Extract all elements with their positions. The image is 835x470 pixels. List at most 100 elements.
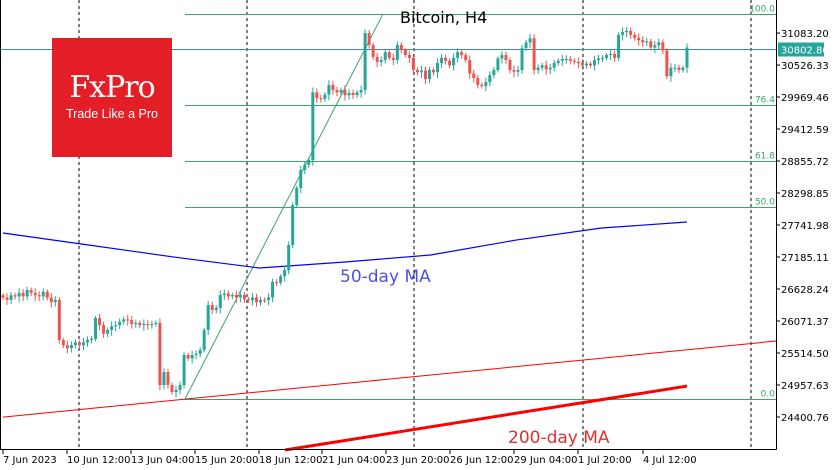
candle-body [596, 58, 600, 61]
candle [419, 65, 423, 78]
candle-body [371, 45, 375, 58]
candle [295, 185, 299, 208]
candle [363, 29, 367, 95]
candle-body [57, 300, 61, 341]
candle-body [226, 293, 230, 297]
candle-body [254, 297, 258, 303]
candle-body [653, 45, 657, 48]
candle [423, 66, 427, 84]
candle [94, 315, 98, 342]
candle-body [508, 60, 512, 71]
candle [238, 291, 242, 303]
candle [291, 202, 295, 249]
candle-body [174, 390, 178, 393]
candle [395, 41, 399, 65]
y-tick-label: 29969.46 [781, 93, 829, 104]
candle-body [170, 384, 174, 393]
candle-body [588, 63, 592, 66]
candle-body [395, 45, 399, 61]
ma50-line [2, 221, 688, 269]
candle [178, 381, 182, 395]
candle-body [138, 322, 142, 326]
candle [275, 279, 279, 287]
candle-body [476, 78, 480, 85]
candle-body [73, 342, 77, 346]
candle [287, 241, 291, 275]
candle-body [448, 60, 452, 66]
candle-body [436, 63, 440, 73]
candle [621, 27, 625, 41]
candle-body [162, 372, 166, 386]
x-tick-label: 4 Jul 12:00 [643, 455, 697, 466]
candle-body [291, 205, 295, 246]
candle [77, 340, 81, 348]
candle [154, 320, 158, 327]
candle [45, 289, 49, 301]
candle-body [488, 75, 492, 83]
candle-body [307, 160, 311, 165]
candle-body [444, 57, 448, 61]
candle-body [512, 70, 516, 72]
candle [162, 368, 166, 390]
candle [480, 82, 484, 89]
candle [436, 58, 440, 78]
candle [246, 296, 250, 303]
candle [468, 55, 472, 79]
trendline [2, 340, 777, 418]
candle [637, 33, 641, 46]
candle [98, 313, 102, 331]
candle-body [5, 297, 9, 300]
candle [588, 61, 592, 68]
candle [673, 63, 677, 73]
candle [218, 290, 222, 314]
candle-body [65, 345, 69, 349]
candle [85, 336, 89, 347]
candle-body [33, 292, 37, 296]
candle-body [520, 48, 524, 71]
candle [399, 42, 403, 54]
candle-body [391, 57, 395, 61]
candle-body [41, 291, 45, 297]
candle [464, 52, 468, 63]
candle [516, 65, 520, 77]
candle [303, 161, 307, 175]
candle [331, 80, 335, 95]
candle [73, 339, 77, 349]
candle [601, 55, 605, 62]
y-tick-label: 24957.63 [781, 381, 829, 392]
candle [311, 87, 315, 166]
y-tick-label: 27185.11 [781, 253, 829, 264]
candle-body [214, 307, 218, 311]
candle [572, 58, 576, 65]
candle-body [146, 323, 150, 326]
candle [440, 53, 444, 68]
candle-body [685, 47, 689, 68]
x-tick-label: 7 Jun 2023 [3, 455, 57, 466]
candle [367, 30, 371, 49]
candle-body [158, 322, 162, 386]
candle [5, 293, 9, 305]
candle [339, 87, 343, 96]
candle-body [53, 300, 57, 303]
candle-body [323, 94, 327, 99]
candle-body [94, 318, 98, 339]
candle-body [411, 57, 415, 70]
candle-body [484, 82, 488, 87]
candle-body [142, 323, 146, 326]
candle [580, 59, 584, 70]
candle-body [21, 292, 25, 297]
candle-body [649, 41, 653, 48]
candle-body [9, 295, 13, 300]
candle-body [327, 84, 331, 95]
candle [500, 50, 504, 64]
candle-body [548, 67, 552, 70]
candle-body [17, 292, 21, 297]
candle [21, 288, 25, 302]
candle-body [423, 70, 427, 80]
candle [584, 60, 588, 69]
candle [592, 55, 596, 71]
candle [343, 85, 347, 101]
candle-body [69, 345, 73, 349]
current-price-tag [778, 42, 824, 57]
